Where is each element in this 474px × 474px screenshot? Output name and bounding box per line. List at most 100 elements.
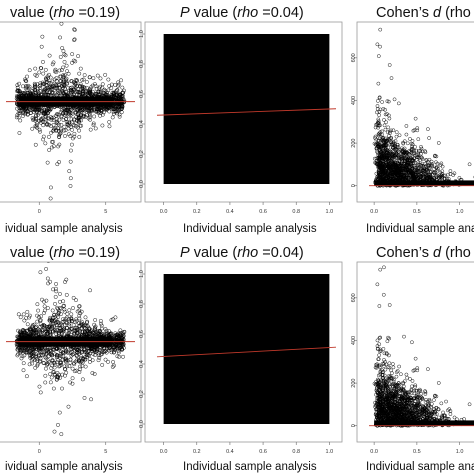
point <box>403 164 407 169</box>
point <box>74 358 79 363</box>
point <box>55 360 60 365</box>
point <box>419 156 424 160</box>
point <box>109 318 114 322</box>
point <box>394 163 398 168</box>
point <box>120 347 125 351</box>
point <box>72 38 77 42</box>
point <box>66 71 71 76</box>
point <box>76 119 81 124</box>
point <box>91 121 96 126</box>
point <box>439 401 444 406</box>
panel-title: Cohen’s d (rho <box>376 5 471 21</box>
point <box>75 89 80 94</box>
point <box>57 320 61 325</box>
point <box>66 85 71 90</box>
point <box>415 153 419 158</box>
point <box>378 164 383 168</box>
x-tick-label: 0 <box>38 209 41 215</box>
point <box>75 109 80 113</box>
point <box>15 85 20 90</box>
data-points <box>6 22 135 201</box>
point <box>70 52 75 57</box>
point <box>438 170 443 175</box>
x-tick-label: 0.0 <box>160 209 168 215</box>
point <box>41 323 46 328</box>
point <box>62 59 67 64</box>
point <box>58 131 62 136</box>
point <box>106 77 111 82</box>
point <box>404 124 409 128</box>
point <box>57 135 62 140</box>
point <box>68 88 73 93</box>
point <box>78 311 83 316</box>
point <box>120 90 125 95</box>
point <box>48 124 53 129</box>
point <box>117 354 122 359</box>
point <box>39 66 44 71</box>
point <box>62 309 67 314</box>
point <box>47 318 52 323</box>
point <box>65 311 70 316</box>
point <box>384 164 389 168</box>
point <box>34 91 39 95</box>
point <box>84 80 89 84</box>
point <box>73 77 78 82</box>
point <box>25 309 30 314</box>
point <box>68 327 73 332</box>
point <box>34 328 39 333</box>
point <box>107 348 112 353</box>
point <box>66 132 71 137</box>
point <box>63 367 68 372</box>
point <box>47 53 52 58</box>
point <box>63 134 67 138</box>
point <box>380 135 385 140</box>
point <box>440 169 445 174</box>
point <box>63 107 68 112</box>
point <box>48 84 53 89</box>
point <box>48 332 53 337</box>
point <box>122 330 127 334</box>
x-axis-label: Individual sample analysis <box>183 223 317 235</box>
point <box>46 134 51 139</box>
point <box>30 91 35 96</box>
point <box>434 394 439 399</box>
point <box>106 359 110 364</box>
point <box>27 313 32 318</box>
point <box>62 124 67 129</box>
point <box>59 114 64 119</box>
point <box>54 332 59 337</box>
point <box>405 175 409 180</box>
point <box>397 175 401 180</box>
point <box>436 141 441 145</box>
point <box>415 366 420 370</box>
point <box>65 122 70 127</box>
x-tick-label: 0.0 <box>160 449 168 455</box>
point <box>58 54 63 59</box>
point <box>419 163 424 168</box>
point <box>56 122 61 127</box>
point <box>38 81 43 86</box>
point <box>373 125 378 130</box>
point <box>53 125 58 130</box>
point <box>34 355 39 360</box>
point <box>377 154 382 159</box>
point <box>422 174 426 179</box>
point <box>73 110 77 115</box>
point <box>55 357 60 362</box>
point <box>114 89 118 94</box>
point <box>35 125 40 130</box>
point <box>37 84 42 89</box>
point <box>77 111 81 116</box>
point <box>63 373 67 378</box>
x-tick-label: 0.5 <box>413 209 421 215</box>
point <box>35 319 40 324</box>
point <box>89 346 94 351</box>
point <box>30 116 35 120</box>
point <box>114 343 119 347</box>
point <box>46 262 50 263</box>
point <box>65 121 70 126</box>
point <box>38 359 42 364</box>
point <box>389 142 394 147</box>
point <box>375 110 379 115</box>
point <box>45 122 49 127</box>
